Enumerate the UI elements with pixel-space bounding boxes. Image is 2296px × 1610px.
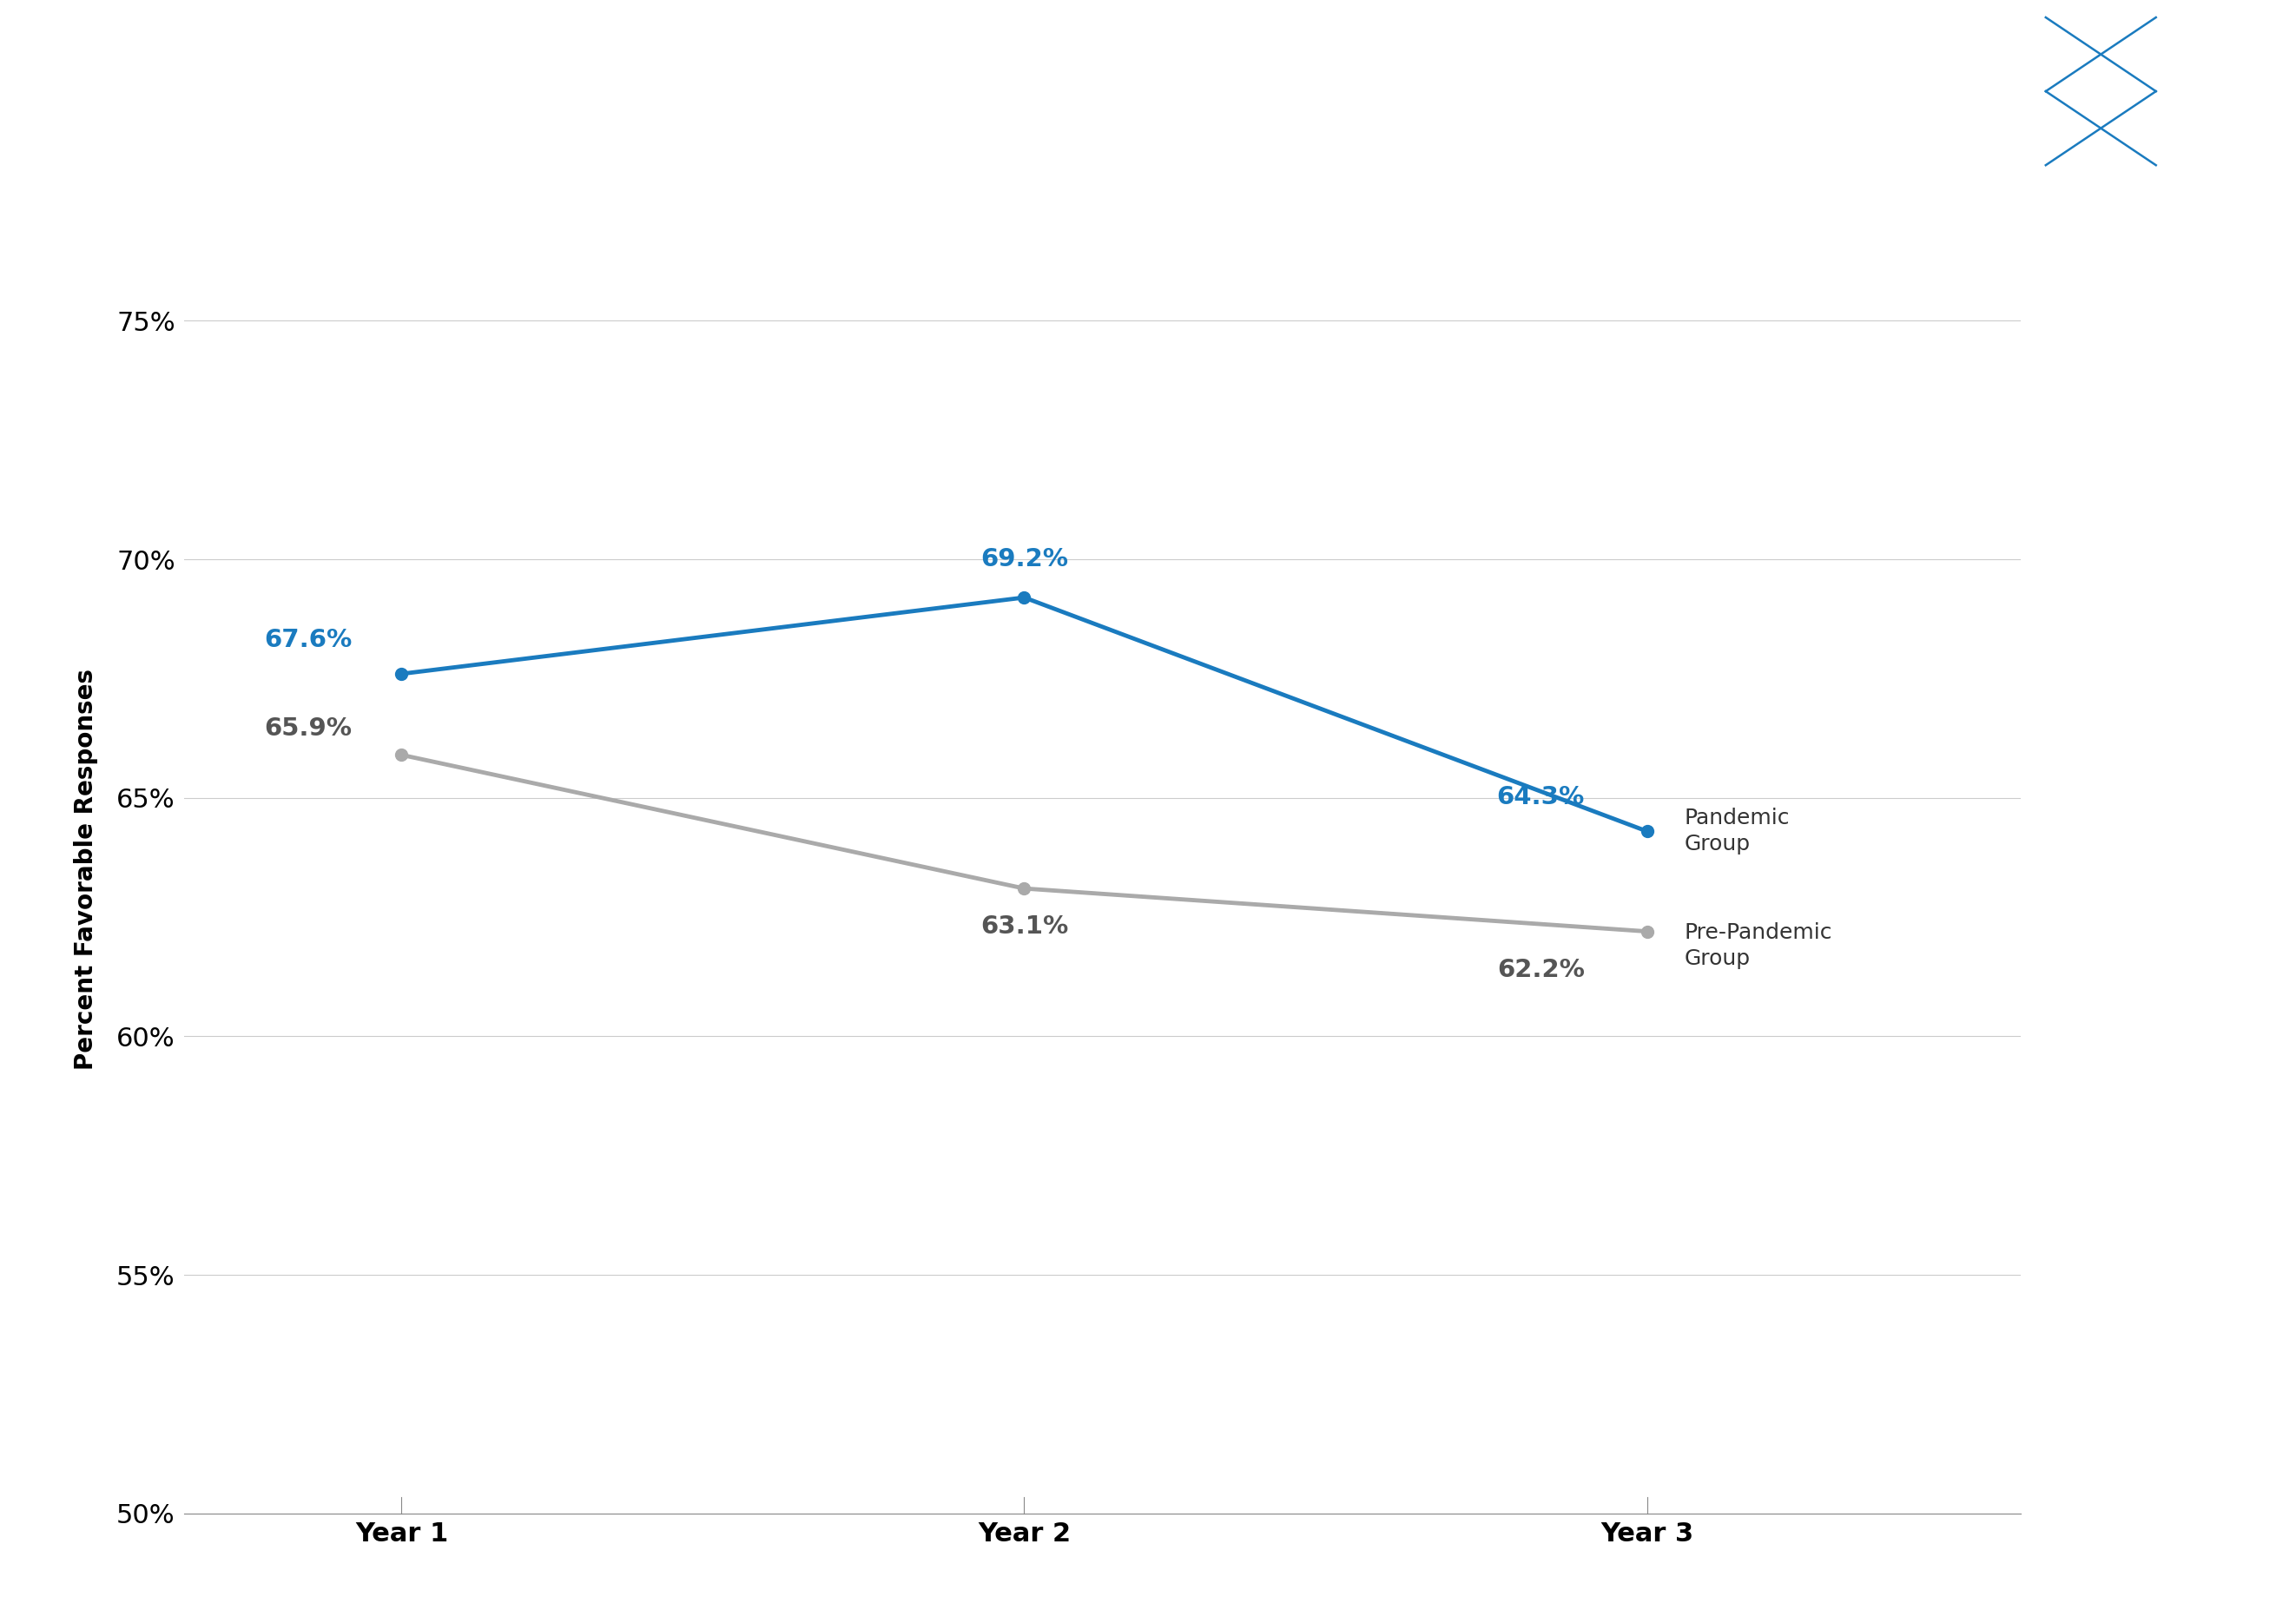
Text: 62.2%: 62.2% xyxy=(1497,958,1584,982)
Text: 67.6%: 67.6% xyxy=(264,628,351,652)
Text: Pre-Pandemic
Group: Pre-Pandemic Group xyxy=(1685,923,1832,969)
Text: Pandemic
Group: Pandemic Group xyxy=(1685,808,1791,855)
Text: PANORAMA: PANORAMA xyxy=(2050,187,2151,203)
Text: 63.1%: 63.1% xyxy=(980,914,1068,939)
Y-axis label: Percent Favorable Responses: Percent Favorable Responses xyxy=(73,668,99,1071)
Text: EDUCATION: EDUCATION xyxy=(2069,225,2133,237)
Text: 69.2%: 69.2% xyxy=(980,547,1068,572)
Text: 64.3%: 64.3% xyxy=(1497,786,1584,810)
Text: Teacher-Student Relationship: Teacher-Student Relationship xyxy=(69,55,714,92)
Text: (Grades 3, 6, & 9): (Grades 3, 6, & 9) xyxy=(69,148,406,180)
Text: 65.9%: 65.9% xyxy=(264,716,351,741)
Bar xyxy=(2046,18,2156,166)
